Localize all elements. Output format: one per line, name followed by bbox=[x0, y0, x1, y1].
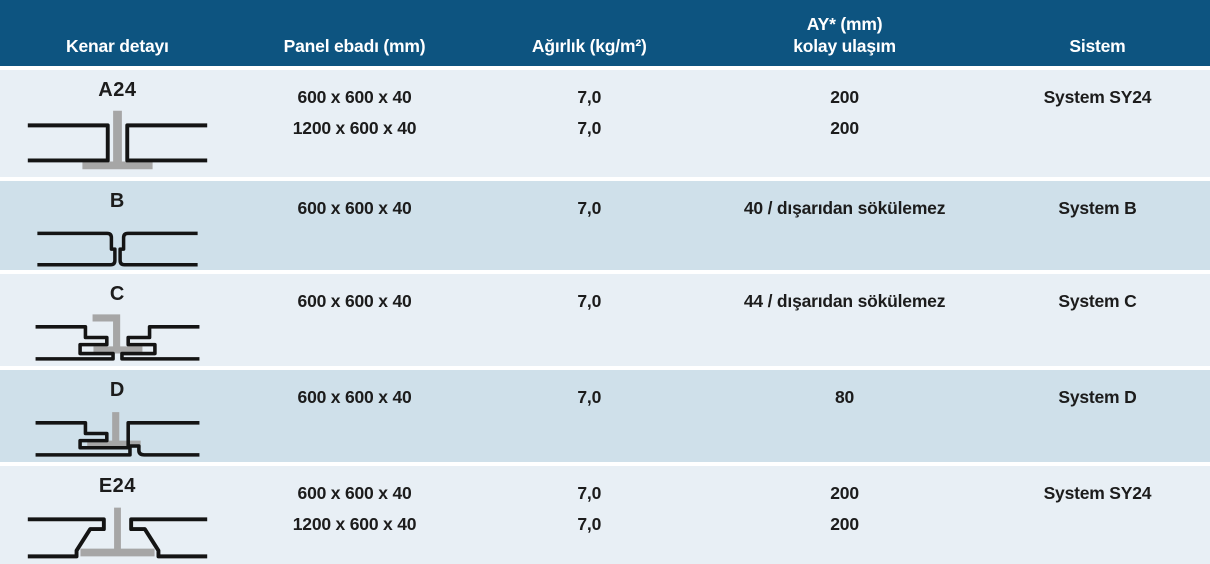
panel-size-cell: 600 x 600 x 40 bbox=[235, 370, 475, 462]
weight-cell: 7,0 bbox=[474, 274, 704, 366]
weight-cell: 7,0 bbox=[474, 181, 704, 270]
ay-access-value: 200 bbox=[830, 483, 859, 503]
ay-access-cell: 200 200 bbox=[704, 466, 985, 564]
column-header-label-line1: AY* (mm) bbox=[806, 14, 883, 34]
panel-size-value: 1200 x 600 x 40 bbox=[292, 514, 417, 534]
weight-cell: 7,0 7,0 bbox=[474, 70, 704, 177]
column-header-label-line2: kolay ulaşım bbox=[793, 36, 896, 56]
system-value: System C bbox=[1058, 291, 1137, 311]
edge-code-label: A24 bbox=[98, 79, 137, 101]
panel-size-value: 600 x 600 x 40 bbox=[297, 291, 412, 311]
panel-size-cell: 600 x 600 x 40 bbox=[235, 181, 475, 270]
edge-detail-cell: E24 bbox=[0, 466, 235, 564]
edge-code-label: C bbox=[109, 283, 125, 305]
system-value: System B bbox=[1058, 198, 1137, 218]
panel-size-value: 600 x 600 x 40 bbox=[297, 87, 412, 107]
edge-detail-cell: D bbox=[0, 370, 235, 462]
edge-detail-cell: B bbox=[0, 181, 235, 270]
system-cell: System SY24 bbox=[985, 466, 1210, 564]
concealed-z-profile-stepped-joint-diagram bbox=[35, 314, 200, 361]
table-header: Kenar detayı Panel ebadı (mm) Ağırlık (k… bbox=[0, 0, 1210, 66]
weight-value: 7,0 bbox=[577, 87, 602, 107]
panel-size-cell: 600 x 600 x 40 bbox=[235, 274, 475, 366]
system-cell: System C bbox=[985, 274, 1210, 366]
system-cell: System SY24 bbox=[985, 70, 1210, 177]
panel-size-cell: 600 x 600 x 40 1200 x 600 x 40 bbox=[235, 466, 475, 564]
edge-code-label: B bbox=[109, 190, 125, 212]
table-row-a24: A24 600 x 600 x 40 1200 x 600 x 40 7,0 7… bbox=[0, 70, 1210, 177]
column-header-label: Panel ebadı (mm) bbox=[283, 36, 426, 56]
column-header-label: Kenar detayı bbox=[66, 36, 169, 56]
table-row-b: B 600 x 600 x 40 7,0 40 / dışarıdan sökü… bbox=[0, 181, 1210, 270]
exposed-tee-square-edge-joint-diagram bbox=[27, 110, 208, 170]
concealed-butt-joint-diagram bbox=[37, 231, 198, 267]
concealed-tee-stepped-joint-diagram bbox=[35, 412, 200, 457]
table-row-e24: E24 600 x 600 x 40 1200 x 600 x 40 7,0 7… bbox=[0, 466, 1210, 564]
column-header-system: Sistem bbox=[985, 0, 1210, 66]
table-row-d: D 600 x 600 x 40 7,0 80 System D bbox=[0, 370, 1210, 462]
weight-value: 7,0 bbox=[577, 118, 602, 138]
weight-value: 7,0 bbox=[577, 514, 602, 534]
system-value: System SY24 bbox=[1043, 483, 1152, 503]
column-header-label: Sistem bbox=[1069, 36, 1126, 56]
ay-access-value: 200 bbox=[830, 118, 859, 138]
system-value: System SY24 bbox=[1043, 87, 1152, 107]
panel-size-value: 1200 x 600 x 40 bbox=[292, 118, 417, 138]
panel-size-value: 600 x 600 x 40 bbox=[297, 198, 412, 218]
edge-detail-cell: A24 bbox=[0, 70, 235, 177]
system-cell: System D bbox=[985, 370, 1210, 462]
panel-size-value: 600 x 600 x 40 bbox=[297, 387, 412, 407]
ay-access-cell: 44 / dışarıdan sökülemez bbox=[704, 274, 985, 366]
exposed-tee-reveal-edge-joint-diagram bbox=[27, 507, 208, 559]
panel-size-cell: 600 x 600 x 40 1200 x 600 x 40 bbox=[235, 70, 475, 177]
system-cell: System B bbox=[985, 181, 1210, 270]
table-row-c: C 600 x 600 x 40 7,0 44 / dışarıdan sökü… bbox=[0, 274, 1210, 366]
weight-value: 7,0 bbox=[577, 198, 602, 218]
edge-code-label: D bbox=[109, 379, 125, 401]
weight-value: 7,0 bbox=[577, 291, 602, 311]
weight-cell: 7,0 bbox=[474, 370, 704, 462]
column-header-weight: Ağırlık (kg/m²) bbox=[474, 0, 704, 66]
ay-access-value: 40 / dışarıdan sökülemez bbox=[743, 198, 946, 218]
column-header-edge-detail: Kenar detayı bbox=[0, 0, 235, 66]
weight-value: 7,0 bbox=[577, 483, 602, 503]
edge-detail-cell: C bbox=[0, 274, 235, 366]
column-header-panel-size: Panel ebadı (mm) bbox=[235, 0, 475, 66]
system-value: System D bbox=[1058, 387, 1137, 407]
ay-access-cell: 200 200 bbox=[704, 70, 985, 177]
weight-value: 7,0 bbox=[577, 387, 602, 407]
edge-code-label: E24 bbox=[98, 475, 136, 497]
ay-access-value: 200 bbox=[830, 514, 859, 534]
column-header-label: Ağırlık (kg/m²) bbox=[531, 36, 647, 56]
ay-access-cell: 80 bbox=[704, 370, 985, 462]
ay-access-cell: 40 / dışarıdan sökülemez bbox=[704, 181, 985, 270]
ay-access-value: 200 bbox=[830, 87, 859, 107]
column-header-ay-access: AY* (mm) kolay ulaşım bbox=[704, 0, 985, 66]
ay-access-value: 80 bbox=[835, 387, 855, 407]
panel-size-value: 600 x 600 x 40 bbox=[297, 483, 412, 503]
ay-access-value: 44 / dışarıdan sökülemez bbox=[743, 291, 946, 311]
weight-cell: 7,0 7,0 bbox=[474, 466, 704, 564]
